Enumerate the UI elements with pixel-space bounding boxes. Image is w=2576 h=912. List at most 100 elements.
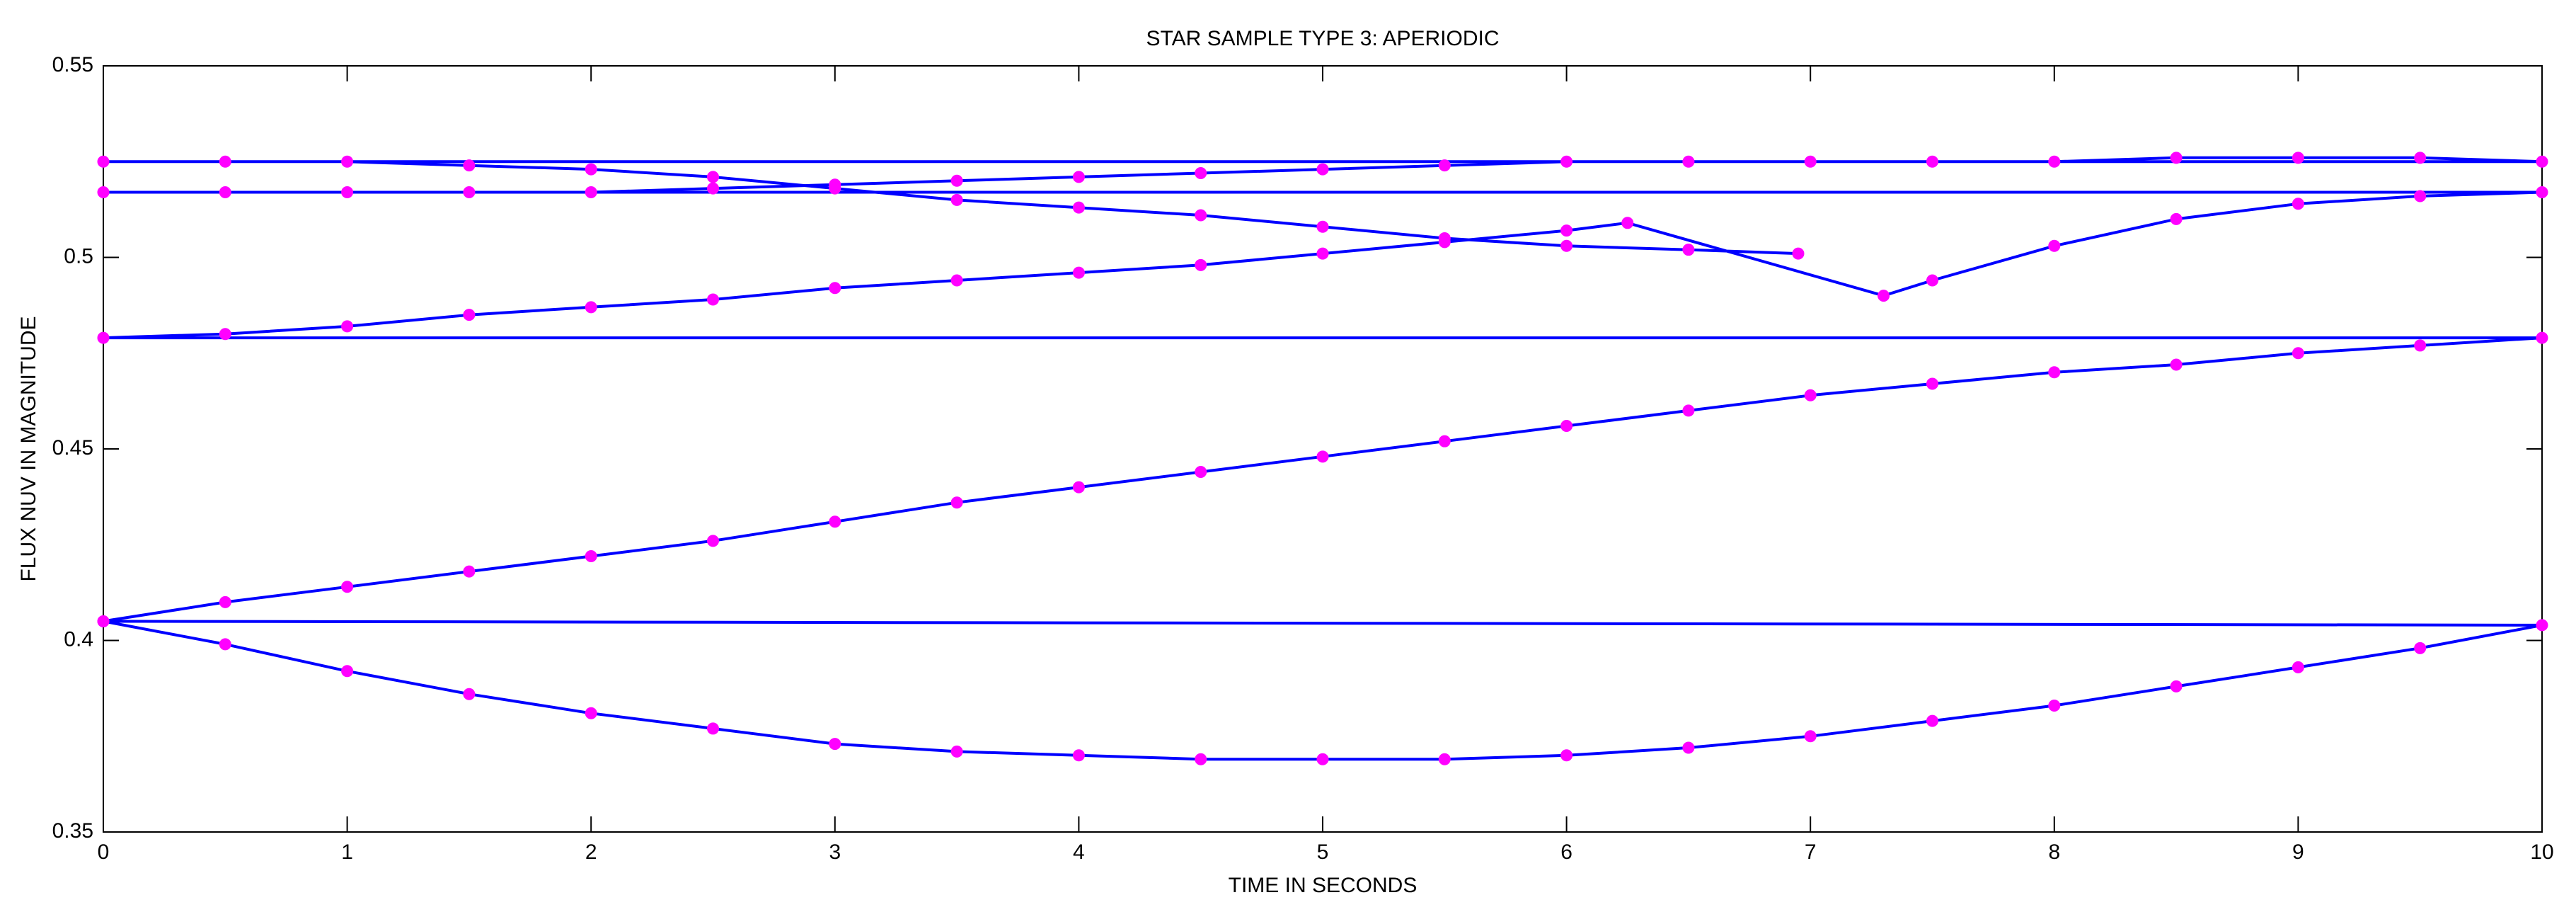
data-point — [585, 301, 597, 314]
data-point — [2292, 198, 2304, 210]
data-point — [1560, 239, 1573, 252]
data-point — [829, 282, 841, 295]
data-point — [1682, 741, 1695, 754]
y-tick-label: 0.4 — [64, 627, 93, 651]
data-point — [2170, 152, 2183, 164]
data-point — [1560, 155, 1573, 168]
data-point — [1926, 155, 1938, 168]
data-point — [950, 193, 963, 206]
data-point — [2048, 699, 2061, 712]
data-point — [1072, 749, 1085, 762]
data-point — [1560, 224, 1573, 237]
data-point — [2414, 190, 2427, 203]
data-point — [97, 331, 110, 344]
data-point — [1316, 753, 1329, 765]
data-point — [1560, 749, 1573, 762]
data-point — [2170, 212, 2183, 225]
data-point — [950, 174, 963, 187]
data-point — [1072, 481, 1085, 494]
x-tick-label: 0 — [98, 840, 110, 864]
chart-title: STAR SAMPLE TYPE 3: APERIODIC — [1146, 27, 1499, 50]
x-axis-label: TIME IN SECONDS — [1229, 874, 1418, 897]
y-tick-label: 0.45 — [52, 436, 93, 460]
data-point — [2536, 331, 2548, 344]
data-point — [1926, 714, 1938, 727]
x-tick-label: 8 — [2048, 840, 2060, 864]
data-point — [1438, 435, 1451, 448]
data-point — [950, 274, 963, 287]
data-point — [707, 535, 719, 547]
data-point — [341, 581, 354, 593]
data-point — [2536, 155, 2548, 168]
data-point — [2414, 339, 2427, 352]
data-point — [219, 638, 231, 651]
data-point — [950, 496, 963, 509]
data-point — [2536, 186, 2548, 199]
data-point — [1926, 274, 1938, 287]
data-point — [2536, 619, 2548, 632]
data-point — [585, 163, 597, 176]
y-axis-label: FLUX NUV IN MAGNITUDE — [17, 316, 40, 581]
data-point — [463, 688, 476, 700]
x-tick-label: 7 — [1805, 840, 1817, 864]
data-point — [1438, 753, 1451, 765]
data-point — [1195, 258, 1207, 271]
data-point — [1804, 389, 1817, 401]
x-tick-label: 2 — [585, 840, 597, 864]
data-point — [2048, 366, 2061, 379]
data-point — [2170, 680, 2183, 692]
x-tick-label: 1 — [341, 840, 353, 864]
data-point — [1316, 247, 1329, 260]
data-point — [341, 155, 354, 168]
data-point — [341, 186, 354, 199]
x-tick-label: 3 — [829, 840, 841, 864]
x-tick-label: 10 — [2530, 840, 2553, 864]
data-point — [707, 182, 719, 195]
data-point — [97, 186, 110, 199]
data-point — [341, 320, 354, 333]
x-tick-label: 6 — [1560, 840, 1572, 864]
data-point — [97, 155, 110, 168]
data-point — [1195, 753, 1207, 765]
data-point — [707, 722, 719, 735]
data-point — [585, 549, 597, 562]
data-point — [2292, 347, 2304, 360]
data-point — [1195, 209, 1207, 222]
data-point — [1438, 159, 1451, 172]
y-tick-label: 0.35 — [52, 819, 93, 843]
data-point — [463, 565, 476, 578]
data-point — [463, 159, 476, 172]
data-point — [2048, 239, 2061, 252]
data-point — [1195, 166, 1207, 179]
data-point — [829, 182, 841, 195]
data-point — [1804, 155, 1817, 168]
data-point — [341, 665, 354, 678]
data-point — [585, 186, 597, 199]
data-point — [829, 515, 841, 528]
data-point — [219, 328, 231, 341]
data-point — [2414, 152, 2427, 164]
data-point — [219, 186, 231, 199]
data-point — [1560, 420, 1573, 433]
y-tick-label: 0.5 — [64, 244, 93, 268]
data-point — [707, 171, 719, 183]
data-point — [219, 155, 231, 168]
data-point — [1621, 217, 1634, 229]
data-point — [2292, 661, 2304, 673]
data-point — [2048, 155, 2061, 168]
data-point — [585, 707, 597, 719]
x-tick-label: 4 — [1073, 840, 1085, 864]
data-point — [1438, 232, 1451, 244]
x-tick-label: 9 — [2292, 840, 2304, 864]
data-point — [1072, 201, 1085, 214]
data-point — [2292, 152, 2304, 164]
data-point — [1682, 404, 1695, 417]
y-tick-label: 0.55 — [52, 53, 93, 76]
data-point — [219, 595, 231, 608]
data-point — [1072, 266, 1085, 279]
data-point — [463, 186, 476, 199]
data-point — [1195, 465, 1207, 478]
x-tick-label: 5 — [1317, 840, 1329, 864]
data-point — [829, 738, 841, 751]
